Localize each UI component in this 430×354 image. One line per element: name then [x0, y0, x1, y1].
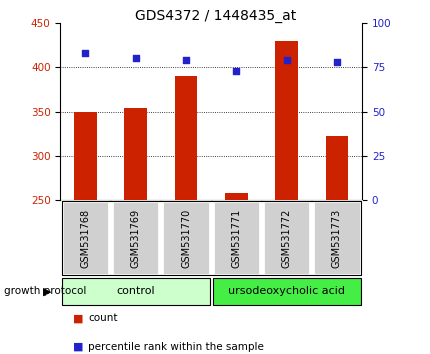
Text: GSM531769: GSM531769	[130, 209, 141, 268]
Point	[283, 57, 289, 63]
Text: control: control	[116, 286, 155, 296]
Point	[132, 56, 139, 61]
Bar	[62, 201, 109, 275]
Text: GSM531768: GSM531768	[80, 209, 90, 268]
Bar	[112, 201, 159, 275]
Text: ursodeoxycholic acid: ursodeoxycholic acid	[227, 286, 344, 296]
Bar	[162, 201, 209, 275]
Bar	[325, 136, 347, 200]
Bar	[174, 76, 197, 200]
Text: GSM531771: GSM531771	[231, 209, 241, 268]
Bar	[212, 201, 259, 275]
Bar	[212, 278, 359, 305]
Text: growth protocol: growth protocol	[4, 286, 86, 296]
Text: ■: ■	[73, 313, 83, 323]
Point	[232, 68, 239, 74]
Text: GSM531772: GSM531772	[281, 209, 291, 268]
Text: ■: ■	[73, 342, 83, 352]
Bar	[313, 201, 360, 275]
Point	[333, 59, 340, 65]
Bar	[224, 193, 247, 200]
Text: percentile rank within the sample: percentile rank within the sample	[88, 342, 264, 352]
Bar	[262, 201, 310, 275]
Bar	[62, 278, 209, 305]
Text: GSM531773: GSM531773	[331, 209, 341, 268]
Text: GDS4372 / 1448435_at: GDS4372 / 1448435_at	[135, 9, 295, 23]
Bar	[74, 112, 97, 200]
Point	[182, 57, 189, 63]
Text: GSM531770: GSM531770	[181, 209, 190, 268]
Point	[82, 50, 89, 56]
Bar	[275, 41, 297, 200]
Bar	[124, 108, 147, 200]
Text: count: count	[88, 313, 117, 323]
Text: ▶: ▶	[43, 286, 52, 296]
